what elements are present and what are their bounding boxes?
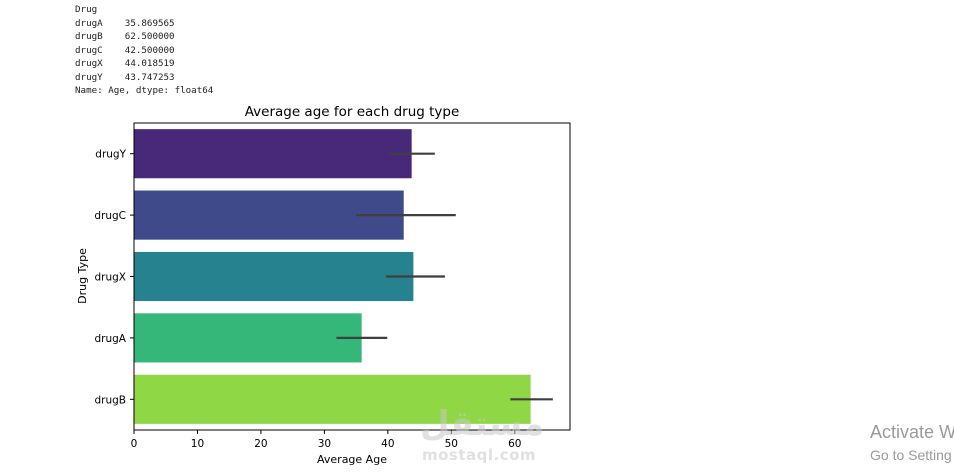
y-tick-label: drugX	[95, 272, 127, 284]
bar-drugA	[134, 313, 362, 363]
activate-windows-title: Activate W	[870, 422, 954, 442]
activate-windows-link[interactable]: Go to Setting	[870, 447, 952, 463]
y-tick-label: drugA	[95, 333, 127, 345]
x-tick-label: 20	[254, 438, 267, 450]
bar-drugY	[134, 129, 412, 179]
x-tick-label: 30	[318, 438, 331, 450]
x-tick-label: 60	[508, 438, 521, 450]
y-tick-label: drugY	[95, 149, 126, 161]
x-tick-label: 10	[191, 438, 204, 450]
y-axis-label: Drug Type	[76, 248, 89, 304]
bar-drugB	[134, 374, 531, 424]
y-ticks: drugY drugC drugX drugA drugB	[94, 149, 134, 406]
chart-title: Average age for each drug type	[245, 104, 460, 120]
bars-layer	[134, 129, 531, 424]
x-tick-label: 50	[445, 438, 458, 450]
watermark-latin: mostaql.com	[422, 446, 537, 464]
x-tick-label: 40	[381, 438, 394, 450]
x-ticks: 0 10 20 30 40 50 60	[131, 430, 521, 450]
y-tick-label: drugB	[94, 394, 126, 406]
errorbars-layer	[336, 152, 553, 401]
watermark-arabic: مستقل	[420, 404, 545, 444]
x-tick-label: 0	[131, 438, 138, 450]
y-tick-label: drugC	[94, 210, 126, 222]
x-axis-label: Average Age	[317, 453, 387, 466]
bar-drugX	[134, 251, 414, 302]
console-output: Drug drugA 35.869565 drugB 62.500000 dru…	[75, 4, 214, 96]
